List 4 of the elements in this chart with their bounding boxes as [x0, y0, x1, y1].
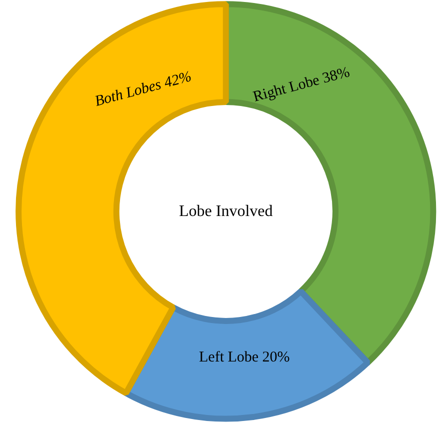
- slice-label: Both Lobes 42%: [93, 68, 194, 110]
- slice-label: Left Lobe 20%: [199, 350, 290, 366]
- text: Lobe Involved: [179, 202, 273, 220]
- slice-label: Right Lobe 38%: [252, 64, 352, 106]
